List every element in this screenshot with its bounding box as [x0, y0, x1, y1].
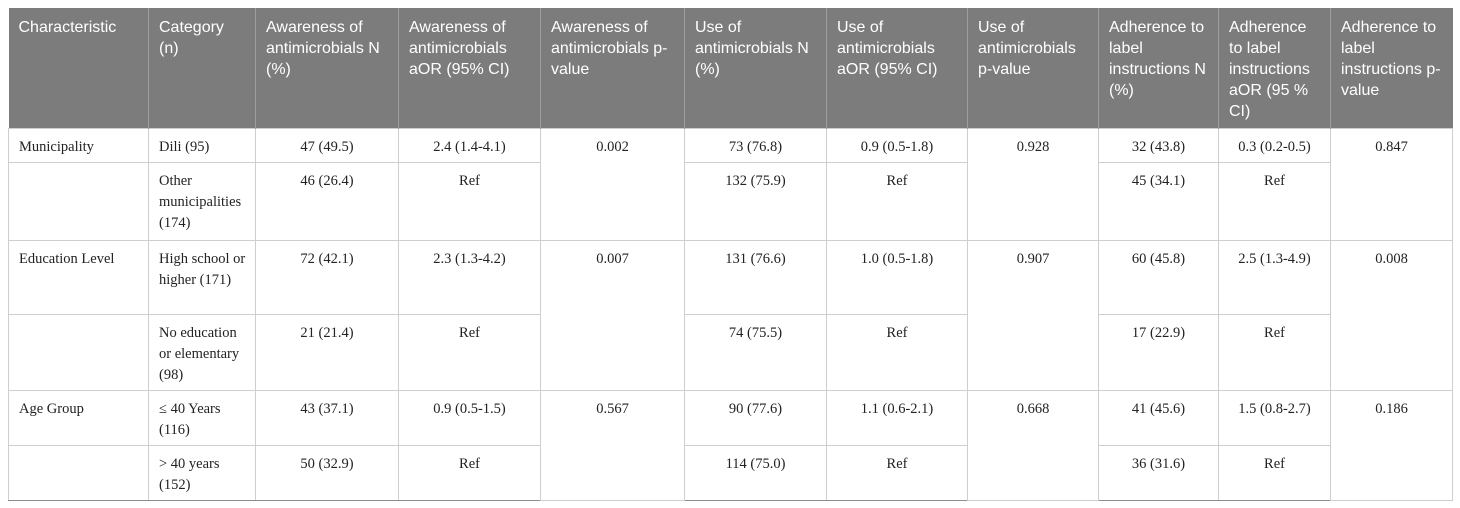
- cell-awareness-n: 46 (26.4): [255, 162, 399, 241]
- column-header-adherence-n: Adherence to label instructions N (%): [1098, 8, 1219, 129]
- table-row: Age Group ≤ 40 Years (116) 43 (37.1) 0.9…: [8, 390, 1453, 501]
- table-row: Municipality Dili (95) 47 (49.5) 2.4 (1.…: [8, 128, 1453, 241]
- cell-adherence-aor: 1.5 (0.8-2.7): [1218, 390, 1331, 446]
- cell-use-pvalue: 0.668: [967, 390, 1099, 501]
- cell-awareness-aor: 2.4 (1.4-4.1): [398, 128, 541, 163]
- cell-use-aor: 0.9 (0.5-1.8): [826, 128, 968, 163]
- cell-use-n: 90 (77.6): [684, 390, 827, 446]
- cell-characteristic-empty: [8, 445, 149, 501]
- cell-adherence-aor: 2.5 (1.3-4.9): [1218, 240, 1331, 315]
- column-header-characteristic: Characteristic: [8, 8, 149, 129]
- cell-adherence-n: 41 (45.6): [1098, 390, 1219, 446]
- column-header-adherence-aor: Adherence to label instructions aOR (95 …: [1218, 8, 1331, 129]
- antimicrobials-statistics-table: Characteristic Category (n) Awareness of…: [8, 8, 1453, 501]
- cell-category: Other municipalities (174): [148, 162, 256, 241]
- cell-adherence-n: 17 (22.9): [1098, 314, 1219, 391]
- cell-awareness-n: 50 (32.9): [255, 445, 399, 501]
- column-header-awareness-aor: Awareness of antimicrobials aOR (95% CI): [398, 8, 541, 129]
- cell-adherence-n: 32 (43.8): [1098, 128, 1219, 163]
- cell-awareness-pvalue: 0.002: [540, 128, 685, 241]
- header-row: Characteristic Category (n) Awareness of…: [8, 8, 1453, 129]
- cell-use-aor: 1.0 (0.5-1.8): [826, 240, 968, 315]
- table-row: > 40 years (152) 50 (32.9) Ref 114 (75.0…: [8, 445, 1453, 501]
- cell-awareness-n: 72 (42.1): [255, 240, 399, 315]
- cell-adherence-aor: 0.3 (0.2-0.5): [1218, 128, 1331, 163]
- column-header-use-n: Use of antimicrobials N (%): [684, 8, 827, 129]
- cell-adherence-n: 45 (34.1): [1098, 162, 1219, 241]
- cell-category: High school or higher (171): [148, 240, 256, 315]
- cell-use-n: 114 (75.0): [684, 445, 827, 501]
- table-row: No education or elementary (98) 21 (21.4…: [8, 314, 1453, 391]
- cell-adherence-pvalue: 0.847: [1330, 128, 1453, 241]
- cell-awareness-n: 47 (49.5): [255, 128, 399, 163]
- column-header-use-pvalue: Use of antimicrobials p-value: [967, 8, 1099, 129]
- cell-use-n: 74 (75.5): [684, 314, 827, 391]
- cell-characteristic: Municipality: [8, 128, 149, 163]
- cell-adherence-aor: Ref: [1218, 314, 1331, 391]
- cell-awareness-aor: 0.9 (0.5-1.5): [398, 390, 541, 446]
- column-header-adherence-pvalue: Adherence to label instructions p-value: [1330, 8, 1453, 129]
- cell-use-n: 132 (75.9): [684, 162, 827, 241]
- column-header-use-aor: Use of antimicrobials aOR (95% CI): [826, 8, 968, 129]
- cell-awareness-aor: Ref: [398, 445, 541, 501]
- cell-adherence-aor: Ref: [1218, 445, 1331, 501]
- column-header-awareness-pvalue: Awareness of antimicrobials p-value: [540, 8, 685, 129]
- cell-awareness-n: 43 (37.1): [255, 390, 399, 446]
- cell-use-aor: 1.1 (0.6-2.1): [826, 390, 968, 446]
- cell-use-n: 73 (76.8): [684, 128, 827, 163]
- cell-category: Dili (95): [148, 128, 256, 163]
- cell-use-pvalue: 0.928: [967, 128, 1099, 241]
- cell-awareness-aor: 2.3 (1.3-4.2): [398, 240, 541, 315]
- cell-characteristic-empty: [8, 314, 149, 391]
- cell-awareness-n: 21 (21.4): [255, 314, 399, 391]
- cell-adherence-pvalue: 0.008: [1330, 240, 1453, 391]
- cell-use-pvalue: 0.907: [967, 240, 1099, 391]
- cell-characteristic: Age Group: [8, 390, 149, 446]
- table-row: Education Level High school or higher (1…: [8, 240, 1453, 391]
- table-row: Other municipalities (174) 46 (26.4) Ref…: [8, 162, 1453, 241]
- cell-adherence-pvalue: 0.186: [1330, 390, 1453, 501]
- cell-use-n: 131 (76.6): [684, 240, 827, 315]
- cell-awareness-aor: Ref: [398, 162, 541, 241]
- cell-adherence-n: 60 (45.8): [1098, 240, 1219, 315]
- cell-category: ≤ 40 Years (116): [148, 390, 256, 446]
- cell-adherence-aor: Ref: [1218, 162, 1331, 241]
- cell-category: > 40 years (152): [148, 445, 256, 501]
- cell-awareness-pvalue: 0.567: [540, 390, 685, 501]
- cell-use-aor: Ref: [826, 314, 968, 391]
- cell-adherence-n: 36 (31.6): [1098, 445, 1219, 501]
- cell-awareness-pvalue: 0.007: [540, 240, 685, 391]
- column-header-category: Category (n): [148, 8, 256, 129]
- cell-use-aor: Ref: [826, 162, 968, 241]
- cell-awareness-aor: Ref: [398, 314, 541, 391]
- column-header-awareness-n: Awareness of antimicrobials N (%): [255, 8, 399, 129]
- cell-characteristic: Education Level: [8, 240, 149, 315]
- cell-category: No education or elementary (98): [148, 314, 256, 391]
- cell-use-aor: Ref: [826, 445, 968, 501]
- cell-characteristic-empty: [8, 162, 149, 241]
